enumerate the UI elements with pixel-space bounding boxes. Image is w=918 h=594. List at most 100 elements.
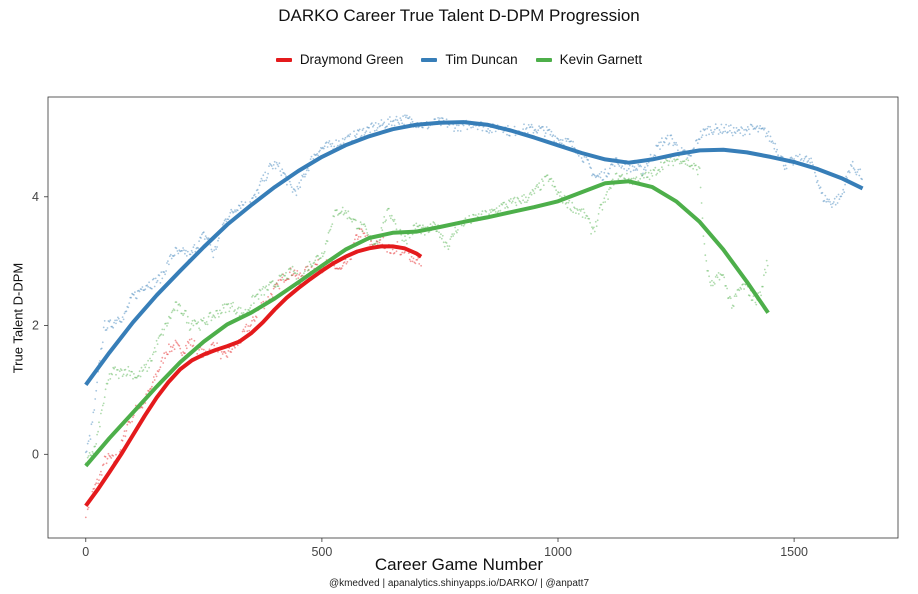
data-point — [797, 155, 799, 158]
data-point — [105, 462, 108, 465]
data-point — [318, 150, 320, 153]
data-point — [407, 117, 410, 120]
data-point — [376, 243, 379, 245]
data-point — [489, 209, 491, 211]
data-point — [130, 296, 133, 299]
data-point — [524, 201, 526, 204]
data-point — [441, 117, 444, 120]
data-point — [554, 185, 557, 188]
data-point — [207, 237, 210, 240]
data-point — [725, 123, 727, 126]
data-point — [558, 139, 560, 142]
data-point — [121, 439, 124, 442]
data-point — [234, 309, 236, 311]
data-point — [525, 201, 528, 204]
data-point — [329, 143, 332, 146]
data-point — [197, 321, 200, 323]
data-point — [107, 379, 110, 381]
data-point — [114, 366, 116, 369]
data-point — [294, 275, 297, 277]
data-point — [391, 248, 394, 251]
data-point — [215, 310, 218, 312]
data-point — [133, 373, 135, 375]
data-point — [126, 305, 129, 308]
data-point — [213, 315, 216, 318]
data-point — [112, 366, 115, 369]
data-point — [276, 283, 279, 286]
data-point — [339, 143, 342, 146]
data-point — [413, 224, 416, 227]
data-point — [202, 348, 205, 351]
data-point — [382, 221, 385, 224]
data-point — [298, 273, 301, 276]
y-axis-label: True Talent D-DPM — [10, 262, 26, 374]
data-point — [507, 206, 509, 209]
data-point — [639, 164, 642, 167]
data-point — [357, 227, 360, 230]
data-point — [316, 263, 319, 266]
data-point — [228, 215, 231, 218]
data-point — [339, 211, 342, 214]
data-point — [255, 293, 258, 296]
data-point — [154, 350, 157, 353]
x-tick-label: 500 — [311, 545, 332, 559]
data-point — [87, 440, 90, 442]
data-point — [98, 479, 100, 481]
data-point — [194, 250, 197, 253]
data-point — [185, 347, 188, 350]
data-point — [712, 281, 715, 284]
data-point — [782, 164, 785, 167]
data-point — [568, 140, 571, 143]
data-point — [780, 155, 783, 158]
data-point — [722, 274, 725, 276]
data-point — [129, 421, 132, 424]
data-point — [724, 285, 727, 287]
data-point — [105, 382, 108, 385]
data-point — [815, 181, 818, 184]
data-point — [542, 180, 544, 183]
data-point — [346, 135, 349, 138]
data-point — [273, 160, 276, 163]
data-point — [780, 155, 782, 158]
data-point — [661, 137, 663, 140]
data-point — [189, 253, 192, 256]
data-point — [711, 131, 713, 134]
data-point — [234, 346, 236, 349]
data-point — [193, 319, 196, 322]
data-point — [453, 130, 455, 133]
data-point — [644, 169, 647, 172]
data-point — [313, 261, 316, 264]
data-point — [147, 359, 150, 362]
data-point — [334, 267, 336, 270]
data-point — [173, 309, 176, 312]
data-point — [848, 170, 850, 172]
data-point — [116, 369, 118, 371]
data-point — [405, 239, 407, 242]
data-point — [134, 297, 137, 299]
data-point — [338, 267, 340, 270]
data-point — [258, 288, 261, 291]
data-point — [766, 264, 769, 267]
data-point — [104, 329, 107, 331]
data-point — [184, 309, 186, 312]
data-point — [640, 173, 642, 175]
data-point — [216, 246, 219, 248]
data-point — [489, 129, 491, 132]
data-point — [354, 135, 356, 137]
data-point — [143, 289, 146, 291]
data-point — [401, 239, 404, 242]
data-point — [254, 315, 257, 318]
data-point — [341, 206, 344, 209]
data-point — [417, 126, 420, 129]
data-point — [752, 128, 755, 131]
data-point — [218, 237, 220, 240]
data-point — [236, 209, 239, 212]
data-point — [366, 234, 369, 237]
data-point — [586, 215, 589, 218]
data-point — [202, 319, 204, 322]
data-point — [170, 350, 173, 352]
plot-panel — [47, 96, 899, 539]
data-point — [301, 274, 303, 277]
data-point — [122, 373, 125, 376]
data-point — [513, 125, 516, 128]
